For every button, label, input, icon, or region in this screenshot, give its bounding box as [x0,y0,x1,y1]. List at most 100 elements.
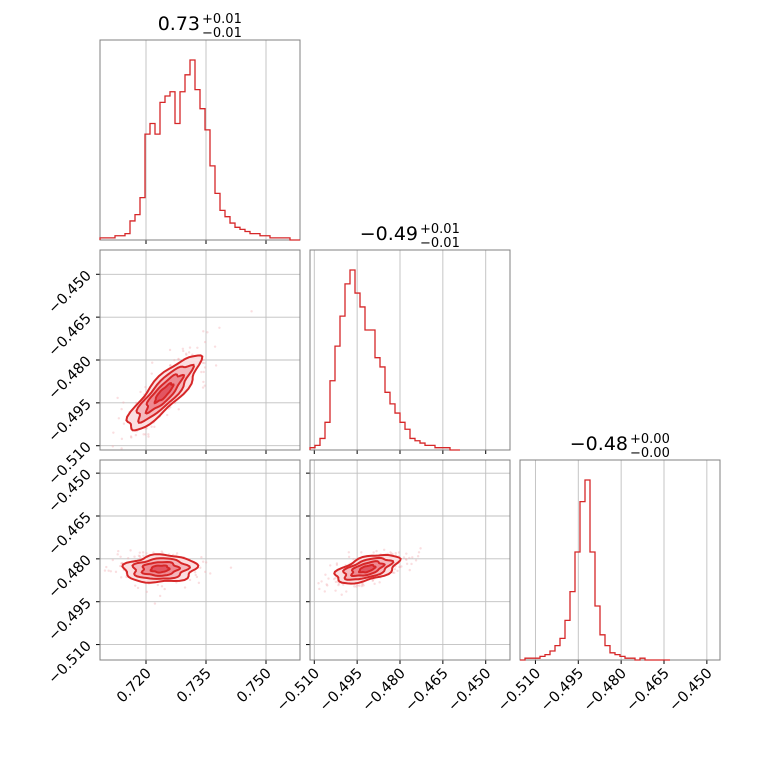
svg-text:+0.00: +0.00 [630,432,670,447]
param-title-0: 0.73 [158,13,200,35]
sample-point [169,364,172,367]
tick-label-y-3: −0.465 [46,510,95,559]
sample-point [209,572,212,575]
sample-point [145,590,149,594]
sample-point [360,551,363,554]
tick-label-x-3: −0.465 [402,666,451,715]
sample-point [337,583,340,587]
sample-point [356,584,359,587]
param-plus-1: +0.01 [420,222,460,237]
gridlines [145,40,267,240]
tick-label-x-1: 0.735 [174,666,215,707]
sample-point [229,566,233,569]
x-axis-param-0: 0.720 0.735 0.750 [114,666,275,707]
sample-point [141,551,145,554]
panel-2d-1-2 [306,459,511,664]
sample-point [318,587,321,591]
sample-point [353,585,356,588]
tick-label-x-2: −0.480 [581,666,630,715]
y-axis-param-1: −0.510−0.495−0.480−0.465−0.450 [46,268,95,489]
sample-point [390,552,393,555]
param-title-1: −0.49 [360,223,418,245]
sample-point [375,549,378,553]
sample-point [120,562,123,565]
contour-level-3 [153,382,175,405]
sample-point [145,552,148,555]
sample-point [136,586,140,590]
sample-point [182,349,185,353]
sample-point [335,563,339,567]
sample-point [156,583,160,587]
histogram-1 [309,269,460,451]
sample-point [194,573,197,577]
sample-point [158,594,162,598]
sample-point [193,571,197,574]
sample-point [355,585,358,588]
sample-point [398,565,401,569]
sample-point [165,413,169,417]
sample-point [204,561,208,564]
sample-point [320,580,323,583]
sample-point [188,346,192,349]
sample-point [187,351,191,354]
sample-point [116,396,119,400]
sample-point [408,568,411,572]
sample-point [120,407,123,411]
sample-point [188,578,192,582]
sample-point [185,352,188,355]
sample-point [202,330,205,333]
sample-point [398,565,402,569]
gridlines [100,250,300,450]
sample-point [111,558,114,562]
panel-hist-0: 0.73 +0.01 −0.01 [99,12,301,244]
tick-label-y-1: −0.495 [46,595,95,644]
sample-point [396,569,399,573]
sample-point [107,569,110,572]
panel-frame [99,39,301,241]
sample-point [360,584,364,588]
sample-point [202,358,205,362]
histogram-2 [520,479,670,661]
sample-point [347,551,351,554]
sample-point [144,385,147,389]
sample-point [334,589,337,592]
sample-point [137,554,141,557]
sample-point [177,358,180,361]
sample-point [183,586,187,589]
sample-point [196,346,199,349]
sample-point [405,552,408,555]
tick-label-y-0: −0.510 [46,638,95,687]
sample-point [414,559,418,562]
sample-point [405,558,408,561]
sample-point [122,401,125,404]
tick-label-x-3: −0.465 [624,666,673,715]
sample-point [112,431,115,434]
sample-point [200,370,203,374]
sample-point [111,445,115,448]
sample-point [317,582,320,585]
sample-point [334,576,337,580]
sample-point [173,358,176,362]
sample-point [203,340,207,344]
sample-point [203,384,206,387]
sample-point [419,547,422,550]
y-axis-param-2: −0.510−0.495−0.480−0.465−0.450 [46,467,95,688]
panel-frame [519,459,721,661]
sample-point [371,579,374,583]
sample-point [129,549,132,552]
tick-label-x-0: −0.510 [495,666,544,715]
param-plus-2: +0.00 [630,432,670,447]
svg-text:+0.01: +0.01 [202,12,242,27]
x-axis-param-2: −0.510−0.495−0.480−0.465−0.450 [495,666,716,715]
tick-label-x-2: 0.750 [234,666,275,707]
sample-point [416,555,420,558]
svg-text:−0.01: −0.01 [202,26,242,41]
sample-point [394,551,397,555]
sample-point [153,602,157,605]
sample-point [163,587,166,591]
sample-point [122,422,126,425]
sample-point [378,581,381,584]
sample-point [362,584,365,587]
sample-point [201,386,205,389]
panel-hist-1: −0.49 +0.01 −0.01 [309,222,511,454]
